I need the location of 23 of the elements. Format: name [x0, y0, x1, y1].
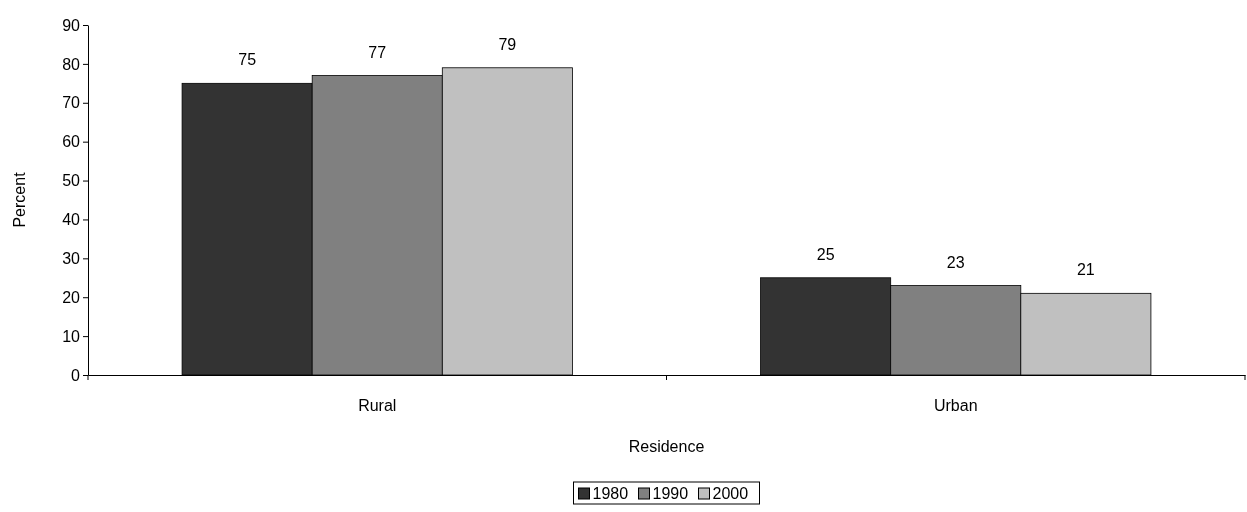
data-label: 75 [238, 51, 257, 69]
x-axis-title: Residence [628, 438, 705, 455]
x-tick-label: Urban [933, 397, 978, 414]
y-tick-label: 20 [62, 288, 81, 306]
y-tick-label: 90 [62, 16, 81, 34]
data-label: 77 [368, 43, 387, 61]
y-tick-label: 40 [62, 211, 81, 229]
legend-label: 1990 [652, 485, 689, 502]
y-tick-label: 60 [62, 133, 81, 151]
data-label: 25 [816, 245, 835, 263]
y-tick-label: 30 [62, 249, 81, 267]
y-axis-title: Percent [11, 171, 28, 228]
y-tick-label: 0 [71, 366, 81, 384]
data-label: 79 [498, 35, 517, 53]
y-tick-label: 10 [62, 327, 81, 345]
data-label: 23 [946, 253, 965, 271]
y-tick-label: 70 [62, 94, 81, 112]
x-tick-label: Rural [358, 397, 397, 414]
y-tick-label: 50 [62, 172, 81, 190]
legend-label: 1980 [592, 485, 629, 502]
legend-label: 2000 [712, 485, 749, 502]
data-label: 21 [1076, 261, 1095, 279]
y-tick-label: 80 [62, 55, 81, 73]
